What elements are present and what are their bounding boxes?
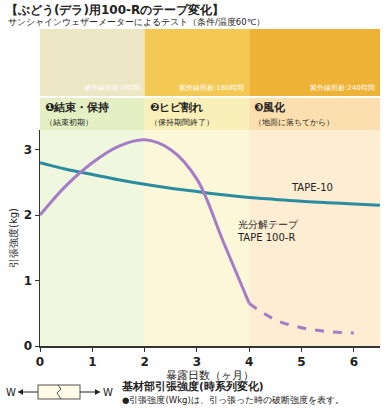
svg-text:光分解テープTAPE 100-R: 光分解テープTAPE 100-R bbox=[237, 219, 299, 243]
svg-text:1: 1 bbox=[24, 274, 32, 288]
html-text:●引張強度(Wkg)は、引っ張った時の破断強度を表す。: ●引張強度(Wkg)は、引っ張った時の破断強度を表す。 bbox=[122, 395, 344, 405]
svg-text:3: 3 bbox=[24, 143, 32, 157]
svg-text:紫外線照射:160時間: 紫外線照射:160時間 bbox=[179, 84, 244, 92]
svg-text:4: 4 bbox=[245, 355, 253, 369]
svg-text:W: W bbox=[6, 387, 16, 398]
svg-text:1: 1 bbox=[88, 355, 96, 369]
html-text:【ぶどう(デラ)用100-Rのテープ変化】: 【ぶどう(デラ)用100-Rのテープ変化】 bbox=[6, 3, 225, 17]
svg-text:紫外線照射:0時間: 紫外線照射:0時間 bbox=[84, 84, 140, 92]
svg-text:引張強度(kg): 引張強度(kg) bbox=[8, 208, 19, 268]
svg-text:0: 0 bbox=[24, 339, 32, 353]
svg-text:3: 3 bbox=[193, 355, 201, 369]
svg-text:紫外線照射:240時間: 紫外線照射:240時間 bbox=[310, 84, 375, 92]
svg-text:❷ヒビ割れ（保持期間終了）: ❷ヒビ割れ（保持期間終了） bbox=[150, 101, 214, 127]
svg-text:6: 6 bbox=[350, 355, 358, 369]
svg-text:暴露日数（ヶ月）: 暴露日数（ヶ月） bbox=[166, 369, 254, 382]
svg-text:2: 2 bbox=[24, 208, 32, 222]
svg-text:0: 0 bbox=[36, 355, 44, 369]
svg-text:W: W bbox=[103, 387, 113, 398]
html-text:サンシャインウェザーメーターによるテスト（条件/温度60℃）: サンシャインウェザーメーターによるテスト（条件/温度60℃） bbox=[8, 17, 266, 27]
svg-text:5: 5 bbox=[297, 355, 305, 369]
svg-text:TAPE-10: TAPE-10 bbox=[291, 182, 333, 193]
html-text:基材部引張強度(時系列変化): 基材部引張強度(時系列変化) bbox=[122, 380, 264, 392]
svg-text:2: 2 bbox=[140, 355, 148, 369]
svg-text:❸風化（地面に落ちてから）: ❸風化（地面に落ちてから） bbox=[254, 101, 334, 127]
svg-text:❶結束・保持（結束初期）: ❶結束・保持（結束初期） bbox=[45, 101, 109, 127]
